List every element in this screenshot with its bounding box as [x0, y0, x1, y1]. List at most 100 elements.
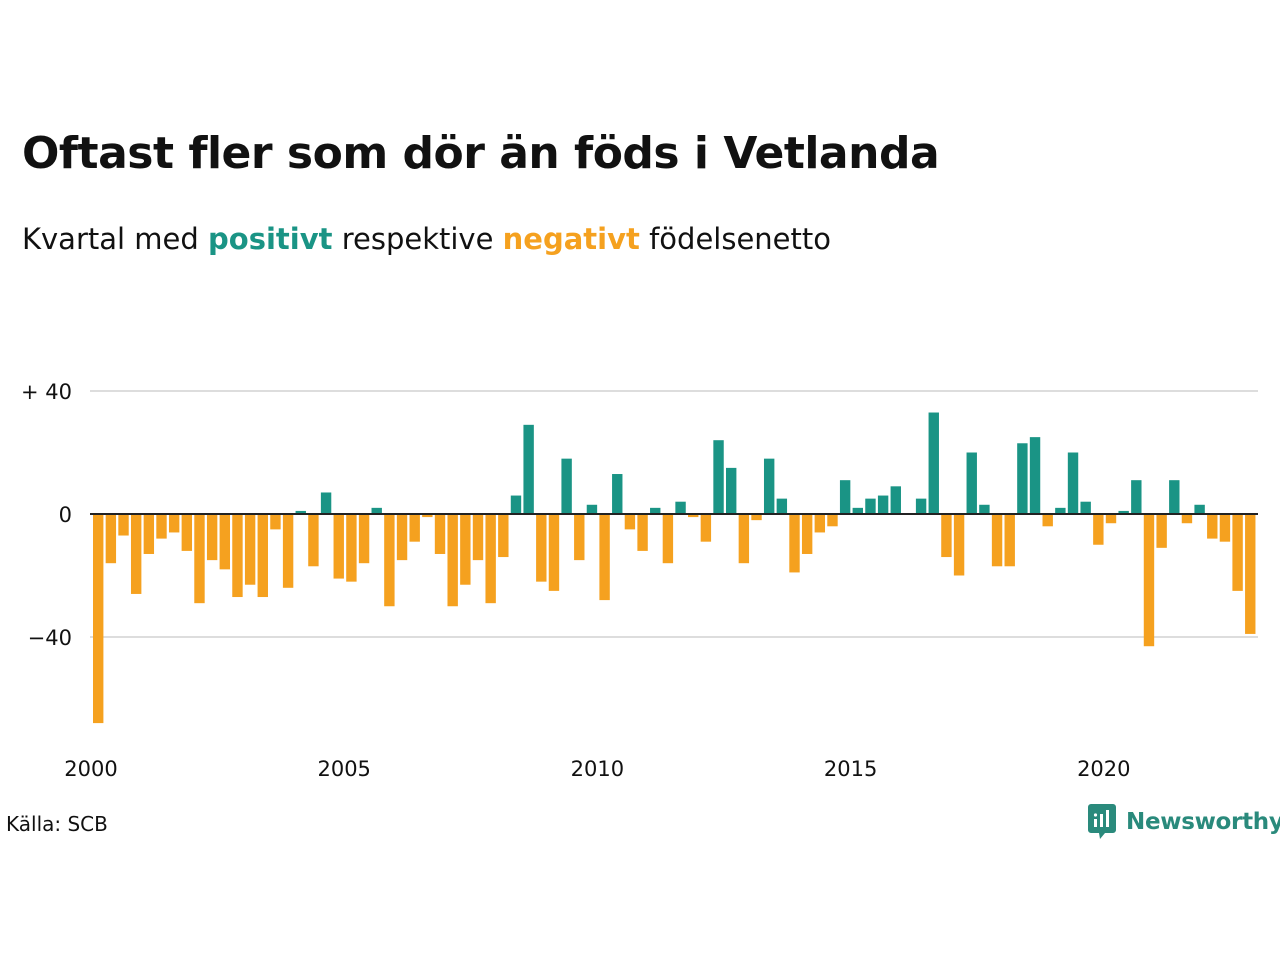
bar — [371, 507, 382, 514]
chart-subtitle: Kvartal med positivt respektive negativt… — [22, 222, 831, 256]
bar — [295, 510, 306, 515]
bar — [650, 507, 661, 514]
bar — [130, 514, 142, 594]
bar — [1029, 437, 1041, 515]
bar — [282, 514, 294, 588]
bar — [865, 498, 876, 515]
bar — [726, 467, 737, 515]
bar — [244, 514, 256, 585]
bar — [941, 514, 952, 558]
bar — [510, 495, 522, 514]
bar — [662, 514, 674, 564]
bar — [460, 514, 471, 585]
bar-chart: + 40 0 −40 2000 2005 2010 2015 2020 — [21, 380, 1258, 781]
bar — [308, 514, 319, 567]
bar — [1067, 452, 1079, 514]
bar — [991, 514, 1003, 567]
bar — [168, 514, 180, 533]
bar — [1105, 514, 1117, 524]
bar — [979, 504, 990, 514]
subtitle-prefix: Kvartal med — [22, 222, 209, 256]
y-tick-label: −40 — [28, 626, 72, 650]
bar — [105, 514, 117, 564]
bar — [1232, 514, 1243, 591]
bar — [801, 514, 813, 554]
bar — [1143, 514, 1155, 647]
bar — [890, 486, 901, 514]
bar — [612, 474, 623, 514]
bar — [1219, 514, 1231, 542]
bar — [447, 514, 458, 607]
bar — [1093, 514, 1104, 545]
grid-lines — [90, 390, 1258, 638]
bar — [1017, 443, 1028, 514]
bar — [118, 514, 129, 536]
bar — [574, 514, 585, 561]
bar — [1194, 504, 1205, 514]
subtitle-suffix: födelsenetto — [639, 222, 831, 256]
bar — [1181, 514, 1193, 524]
bar — [789, 514, 800, 573]
bar — [561, 458, 572, 514]
bar — [1118, 510, 1129, 515]
bar — [434, 514, 446, 554]
bar — [358, 514, 370, 564]
bar — [206, 514, 218, 561]
bar — [346, 514, 357, 582]
bar — [384, 514, 395, 607]
x-tick-label: 2015 — [824, 757, 877, 781]
bars — [93, 412, 1256, 724]
bar — [928, 412, 939, 514]
newsworthy-logo-icon — [1088, 804, 1116, 839]
subtitle-negative-word: negativt — [502, 222, 640, 256]
bar — [713, 440, 724, 514]
chart-title: Oftast fler som dör än föds i Vetlanda — [22, 128, 940, 179]
bar — [852, 507, 863, 514]
bar — [270, 514, 281, 530]
bar — [498, 514, 509, 558]
bar — [1042, 514, 1053, 527]
x-tick-label: 2005 — [317, 757, 370, 781]
bar — [688, 514, 699, 518]
brand-name: Newsworthy — [1126, 809, 1280, 835]
bar — [219, 514, 230, 570]
bar — [1169, 480, 1180, 515]
axis-labels: + 40 0 −40 2000 2005 2010 2015 2020 — [21, 380, 1131, 781]
brand-logo[interactable]: Newsworthy — [1088, 802, 1280, 842]
bar — [1055, 507, 1066, 514]
bar — [1156, 514, 1167, 548]
bar — [409, 514, 420, 542]
bar — [776, 498, 788, 515]
bar — [320, 492, 332, 515]
x-tick-label: 2000 — [64, 757, 117, 781]
bar — [1080, 501, 1091, 514]
bar — [700, 514, 712, 542]
subtitle-positive-word: positivt — [208, 222, 333, 256]
bar — [1004, 514, 1015, 567]
bar — [548, 514, 560, 591]
bar — [156, 514, 167, 539]
bar — [586, 504, 598, 514]
bar — [827, 514, 838, 527]
bar — [1245, 514, 1256, 634]
bar — [839, 480, 851, 515]
bar — [953, 514, 965, 576]
bar — [194, 514, 205, 604]
bar — [637, 514, 648, 551]
bar — [751, 514, 762, 521]
bar — [232, 514, 243, 598]
bar — [536, 514, 547, 582]
bar — [1131, 480, 1142, 515]
bar — [143, 514, 155, 554]
bar — [257, 514, 268, 598]
bar — [966, 452, 977, 514]
bar — [93, 514, 104, 724]
y-tick-label: 0 — [59, 503, 72, 527]
bar — [599, 514, 610, 601]
bar — [396, 514, 408, 561]
bar — [624, 514, 636, 530]
bar — [333, 514, 344, 579]
bar — [422, 514, 433, 518]
bar — [485, 514, 496, 604]
bar — [915, 498, 927, 515]
